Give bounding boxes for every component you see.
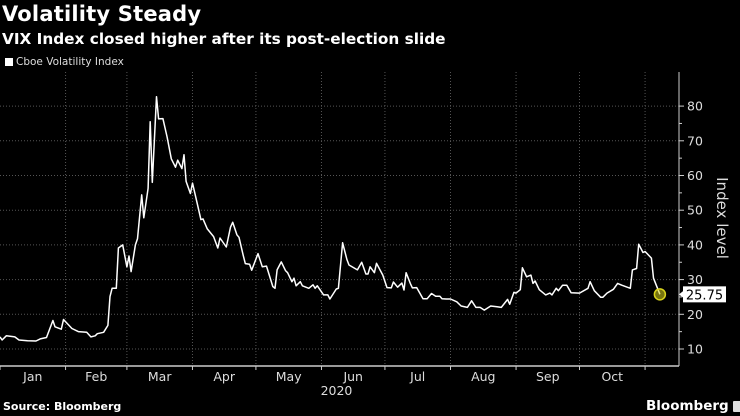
last-value-box xyxy=(683,286,726,303)
x-tick-label: May xyxy=(276,369,302,384)
last-value-pointer xyxy=(679,290,684,299)
x-tick-label: Aug xyxy=(471,369,495,384)
last-value-label: 25.75 xyxy=(686,288,723,303)
chart-subtitle: VIX Index closed higher after its post-e… xyxy=(2,30,446,48)
last-value-marker xyxy=(653,288,667,301)
y-tick-label: 10 xyxy=(687,342,703,357)
y-tick-label: 20 xyxy=(687,307,703,322)
x-tick-label: Jan xyxy=(22,369,42,384)
vix-line xyxy=(0,95,661,342)
brand-text: Bloomberg xyxy=(646,398,729,414)
y-tick-label: 80 xyxy=(687,99,703,114)
bloomberg-logo: Bloomberg xyxy=(646,398,740,414)
x-tick-label: Apr xyxy=(213,369,235,384)
legend: Cboe Volatility Index xyxy=(5,56,124,68)
chart-icon xyxy=(732,400,740,412)
y-tick-label: 60 xyxy=(687,168,703,183)
source-note: Source: Bloomberg xyxy=(3,400,122,413)
x-tick-label: Sep xyxy=(536,369,560,384)
x-tick-label: Feb xyxy=(85,369,107,384)
y-tick-label: 70 xyxy=(687,133,703,148)
x-tick-label: Jun xyxy=(342,369,363,384)
x-year-label: 2020 xyxy=(321,383,353,398)
y-tick-label: 40 xyxy=(687,237,703,252)
legend-label: Cboe Volatility Index xyxy=(16,56,124,68)
x-tick-label: Oct xyxy=(601,369,623,384)
y-tick-label: 30 xyxy=(687,272,703,287)
legend-swatch xyxy=(5,58,13,66)
x-tick-label: Mar xyxy=(148,369,172,384)
x-tick-label: Jul xyxy=(409,369,425,384)
y-tick-label: 50 xyxy=(687,203,703,218)
chart-title: Volatility Steady xyxy=(2,2,202,26)
